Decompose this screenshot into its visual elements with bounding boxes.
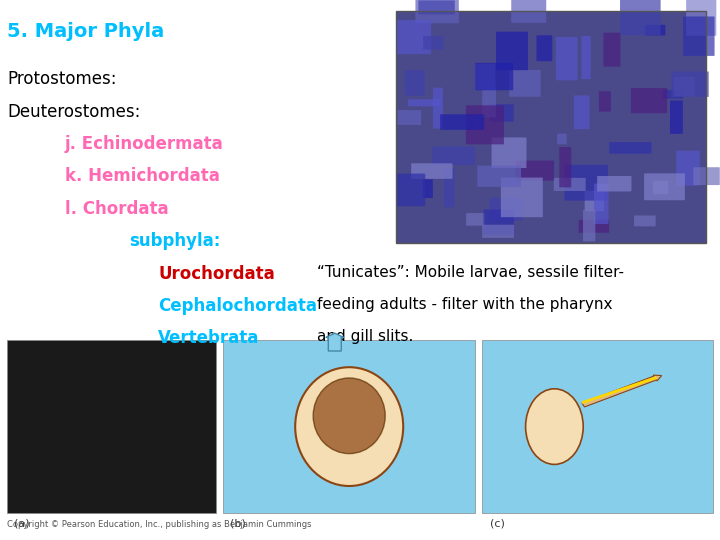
FancyBboxPatch shape (490, 198, 523, 221)
FancyBboxPatch shape (475, 63, 513, 90)
FancyBboxPatch shape (7, 340, 216, 513)
Text: “Tunicates”: Mobile larvae, sessile filter-: “Tunicates”: Mobile larvae, sessile filt… (317, 265, 624, 280)
FancyBboxPatch shape (645, 25, 665, 36)
FancyBboxPatch shape (516, 160, 554, 180)
Text: Urochordata: Urochordata (158, 265, 275, 282)
FancyBboxPatch shape (620, 0, 661, 35)
FancyBboxPatch shape (440, 114, 485, 130)
FancyBboxPatch shape (415, 0, 459, 23)
FancyBboxPatch shape (408, 99, 441, 106)
FancyBboxPatch shape (397, 20, 431, 54)
FancyBboxPatch shape (482, 80, 496, 118)
FancyBboxPatch shape (653, 181, 668, 194)
FancyBboxPatch shape (579, 220, 609, 233)
Text: feeding adults - filter with the pharynx: feeding adults - filter with the pharynx (317, 297, 612, 312)
Text: 5. Major Phyla: 5. Major Phyla (7, 22, 164, 40)
FancyBboxPatch shape (466, 105, 504, 144)
FancyBboxPatch shape (585, 191, 604, 211)
FancyBboxPatch shape (509, 70, 541, 97)
FancyBboxPatch shape (686, 0, 716, 36)
FancyBboxPatch shape (511, 0, 546, 23)
FancyBboxPatch shape (492, 138, 526, 168)
FancyBboxPatch shape (556, 37, 577, 80)
FancyBboxPatch shape (423, 36, 444, 50)
Ellipse shape (526, 389, 583, 464)
FancyBboxPatch shape (670, 100, 683, 134)
FancyBboxPatch shape (477, 166, 521, 187)
FancyBboxPatch shape (490, 104, 513, 122)
FancyBboxPatch shape (423, 179, 433, 198)
Text: (b): (b) (230, 518, 246, 529)
FancyBboxPatch shape (444, 168, 454, 207)
FancyBboxPatch shape (631, 88, 667, 113)
Ellipse shape (295, 367, 403, 486)
FancyBboxPatch shape (466, 213, 485, 226)
Text: Copyright © Pearson Education, Inc., publishing as Benjamin Cummings: Copyright © Pearson Education, Inc., pub… (7, 520, 312, 529)
Text: k. Hemichordata: k. Hemichordata (65, 167, 220, 185)
FancyBboxPatch shape (433, 146, 475, 165)
FancyBboxPatch shape (634, 215, 656, 226)
Text: j. Echinodermata: j. Echinodermata (65, 135, 223, 153)
FancyBboxPatch shape (482, 340, 713, 513)
FancyBboxPatch shape (418, 1, 455, 15)
FancyBboxPatch shape (223, 340, 475, 513)
FancyBboxPatch shape (536, 35, 552, 61)
Ellipse shape (313, 378, 385, 454)
Text: Vertebrata: Vertebrata (158, 329, 260, 347)
FancyBboxPatch shape (405, 70, 425, 96)
FancyBboxPatch shape (672, 71, 708, 97)
FancyBboxPatch shape (482, 225, 514, 238)
FancyArrow shape (582, 375, 662, 407)
FancyBboxPatch shape (644, 173, 685, 200)
FancyBboxPatch shape (564, 165, 608, 201)
FancyBboxPatch shape (594, 184, 608, 224)
Text: Cephalochordata: Cephalochordata (158, 297, 318, 315)
FancyBboxPatch shape (396, 11, 706, 243)
Text: and gill slits.: and gill slits. (317, 329, 413, 345)
FancyBboxPatch shape (483, 210, 514, 235)
FancyBboxPatch shape (496, 32, 528, 70)
FancyBboxPatch shape (554, 178, 585, 191)
FancyBboxPatch shape (603, 33, 621, 67)
FancyBboxPatch shape (581, 36, 591, 79)
FancyBboxPatch shape (397, 173, 426, 206)
FancyBboxPatch shape (557, 134, 567, 144)
FancyBboxPatch shape (599, 91, 611, 112)
FancyBboxPatch shape (683, 17, 714, 56)
Text: (a): (a) (14, 518, 30, 529)
FancyBboxPatch shape (559, 147, 571, 187)
FancyBboxPatch shape (397, 110, 421, 125)
FancyArrow shape (325, 333, 344, 351)
FancyBboxPatch shape (501, 178, 543, 217)
FancyBboxPatch shape (433, 87, 443, 129)
Text: l. Chordata: l. Chordata (65, 200, 168, 218)
FancyBboxPatch shape (597, 176, 631, 192)
Text: subphyla:: subphyla: (130, 232, 221, 250)
FancyBboxPatch shape (662, 90, 683, 99)
FancyBboxPatch shape (583, 210, 595, 241)
FancyBboxPatch shape (475, 64, 495, 90)
FancyBboxPatch shape (609, 142, 652, 154)
Text: Protostomes:: Protostomes: (7, 70, 117, 88)
FancyBboxPatch shape (411, 163, 453, 179)
FancyBboxPatch shape (693, 167, 720, 185)
FancyBboxPatch shape (574, 96, 590, 129)
Text: Deuterostomes:: Deuterostomes: (7, 103, 140, 120)
FancyBboxPatch shape (674, 77, 695, 97)
FancyBboxPatch shape (676, 151, 700, 186)
Text: (c): (c) (490, 518, 505, 529)
